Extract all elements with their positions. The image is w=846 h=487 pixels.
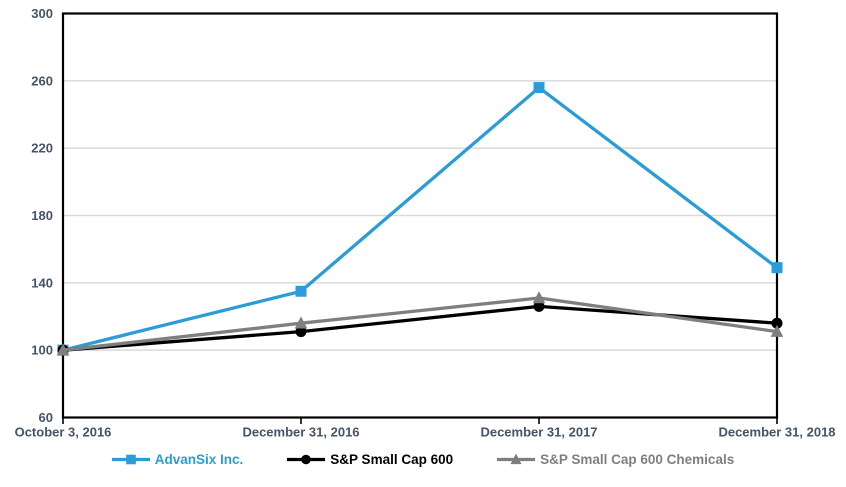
chart-legend: AdvanSix Inc. S&P Small Cap 600 S&P Small … [0, 452, 846, 467]
y-axis-label-260: 260 [31, 73, 53, 88]
y-axis-label-220: 220 [31, 141, 53, 156]
x-axis-label-1: December 31, 2016 [242, 425, 359, 440]
series-line-0 [61, 85, 779, 352]
circle-marker-1-2 [533, 300, 545, 312]
triangle-marker-2-2 [532, 291, 546, 304]
square-marker-0-3 [771, 262, 783, 274]
legend-item-0: AdvanSix Inc. [111, 452, 244, 467]
series-line-2 [61, 296, 779, 352]
x-axis-label-2: December 31, 2017 [480, 425, 597, 440]
legend-label: S&P Small Cap 600 Chemicals [540, 452, 735, 467]
legend-swatch-square-icon [111, 454, 150, 465]
y-axis-label-140: 140 [31, 275, 53, 290]
legend-swatch-circle-icon [287, 454, 326, 465]
y-axis-label-180: 180 [31, 208, 53, 223]
circle-marker-1-1 [295, 326, 307, 338]
triangle-marker-2-1 [294, 316, 308, 329]
triangle-marker-2-3 [770, 324, 784, 337]
legend-swatch-triangle-icon [497, 453, 536, 465]
y-axis-label-300: 300 [31, 6, 53, 21]
triangle-marker-2-0 [56, 343, 70, 356]
plot-border [61, 12, 779, 419]
x-axis-label-3: December 31, 2018 [718, 425, 835, 440]
square-marker-0-1 [295, 285, 307, 297]
legend-item-1: S&P Small Cap 600 [287, 452, 453, 467]
x-axis-label-0: October 3, 2016 [15, 425, 112, 440]
circle-marker-legend-1 [301, 454, 312, 465]
y-axis-label-60: 60 [39, 410, 53, 425]
legend-item-2: S&P Small Cap 600 Chemicals [497, 452, 734, 467]
square-marker-legend-0 [125, 454, 136, 465]
circle-marker-1-3 [771, 317, 783, 329]
series-line-1 [61, 304, 779, 352]
legend-label: S&P Small Cap 600 [330, 452, 454, 467]
square-marker-0-2 [533, 82, 545, 94]
triangle-marker-legend-2 [510, 453, 522, 465]
y-axis-label-100: 100 [31, 343, 53, 358]
legend-label: AdvanSix Inc. [154, 452, 244, 467]
